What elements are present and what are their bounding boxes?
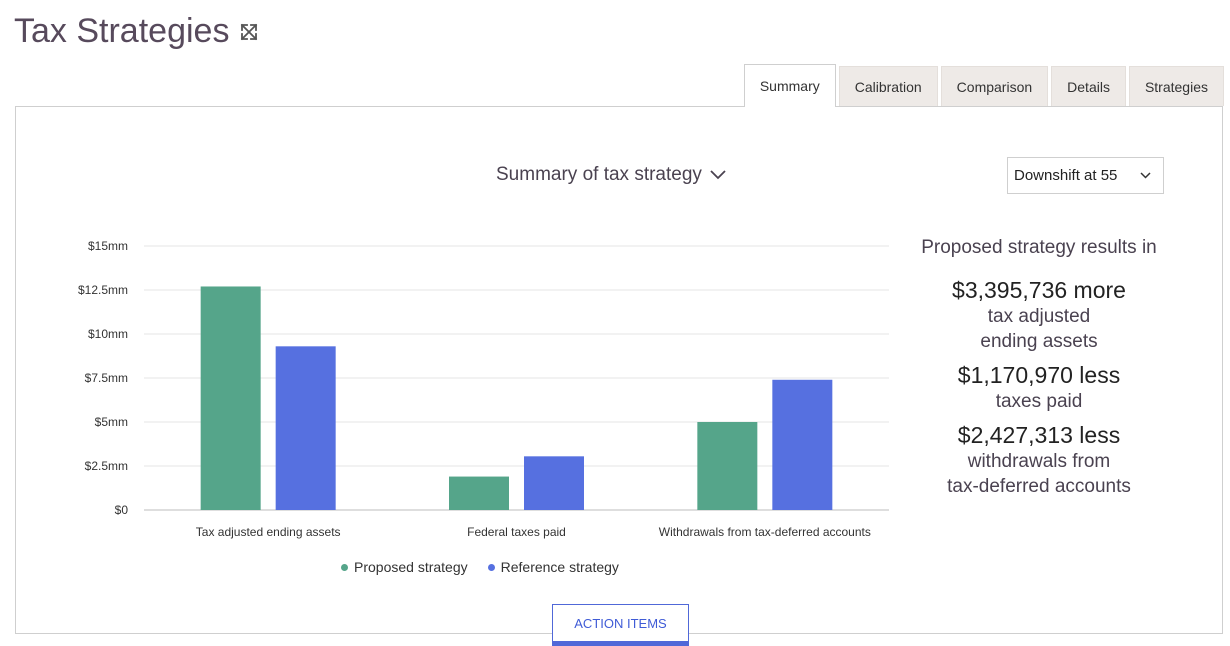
x-tick-label: Withdrawals from tax-deferred accounts: [659, 525, 871, 539]
results-heading: Proposed strategy results in: [921, 237, 1157, 258]
result-assets: $3,395,736 more tax adjusted ending asse…: [896, 277, 1182, 354]
result-assets-desc-2: ending assets: [980, 331, 1098, 352]
page-title: Tax Strategies: [14, 12, 259, 51]
y-tick-label: $2.5mm: [85, 459, 128, 473]
summary-dropdown[interactable]: Summary of tax strategy: [496, 164, 726, 186]
strategy-select-value: Downshift at 55: [1014, 167, 1118, 184]
result-withdrawals: $2,427,313 less withdrawals from tax-def…: [896, 422, 1182, 499]
tab-summary[interactable]: Summary: [743, 64, 836, 107]
tab-strategies[interactable]: Strategies: [1128, 66, 1224, 106]
x-tick-label: Federal taxes paid: [467, 525, 566, 539]
summary-panel: Summary of tax strategy Downshift at 55 …: [15, 106, 1223, 646]
y-tick-label: $12.5mm: [78, 283, 128, 297]
summary-heading: Summary of tax strategy: [496, 164, 702, 185]
legend-dot-reference: [487, 563, 495, 571]
result-assets-value: $3,395,736 more: [952, 277, 1126, 303]
bar-chart: $0 $2.5mm $5mm $7.5mm $10mm $12.5mm $15mm Tax a…: [78, 239, 889, 539]
result-assets-desc-1: tax adjusted: [987, 306, 1091, 327]
y-tick-label: $7.5mm: [85, 371, 128, 385]
page-title-text: Tax Strategies: [14, 12, 230, 50]
tab-bar: Summary Calibration Comparison Details S…: [743, 64, 1224, 107]
result-withdrawals-desc-1: withdrawals from: [967, 451, 1111, 472]
tab-details[interactable]: Details: [1051, 66, 1126, 106]
chevron-down-icon: [1140, 172, 1151, 179]
result-taxes: $1,170,970 less taxes paid: [896, 362, 1182, 414]
expand-icon[interactable]: [239, 22, 259, 42]
legend-item-proposed: Proposed strategy: [341, 559, 468, 575]
result-taxes-desc-1: taxes paid: [995, 391, 1083, 412]
action-items-button[interactable]: ACTION ITEMS: [552, 604, 689, 646]
y-tick-label: $10mm: [88, 327, 128, 341]
legend-item-reference: Reference strategy: [487, 559, 619, 575]
bar: [772, 379, 833, 510]
legend-dot-proposed: [341, 563, 348, 571]
y-tick-label: $0: [115, 503, 129, 517]
bar: [697, 422, 758, 510]
result-taxes-value: $1,170,970 less: [957, 362, 1121, 388]
bar: [449, 476, 509, 510]
legend-label-proposed: Proposed strategy: [354, 559, 468, 575]
tab-comparison[interactable]: Comparison: [940, 66, 1049, 106]
chevron-down-icon: [710, 170, 726, 180]
legend-label-reference: Reference strategy: [500, 559, 619, 575]
tab-calibration[interactable]: Calibration: [838, 66, 938, 106]
bar: [200, 286, 261, 510]
bar: [524, 456, 584, 510]
y-tick-label: $15mm: [88, 239, 128, 253]
bar: [275, 346, 336, 510]
results-summary: Proposed strategy results in $3,395,736 …: [896, 237, 1182, 507]
strategy-select[interactable]: Downshift at 55: [1007, 157, 1164, 194]
y-tick-label: $5mm: [95, 415, 128, 429]
chart-legend: Proposed strategy Reference strategy: [341, 559, 619, 575]
x-tick-label: Tax adjusted ending assets: [196, 525, 341, 539]
result-withdrawals-value: $2,427,313 less: [957, 422, 1121, 448]
result-withdrawals-desc-2: tax-deferred accounts: [947, 476, 1131, 497]
